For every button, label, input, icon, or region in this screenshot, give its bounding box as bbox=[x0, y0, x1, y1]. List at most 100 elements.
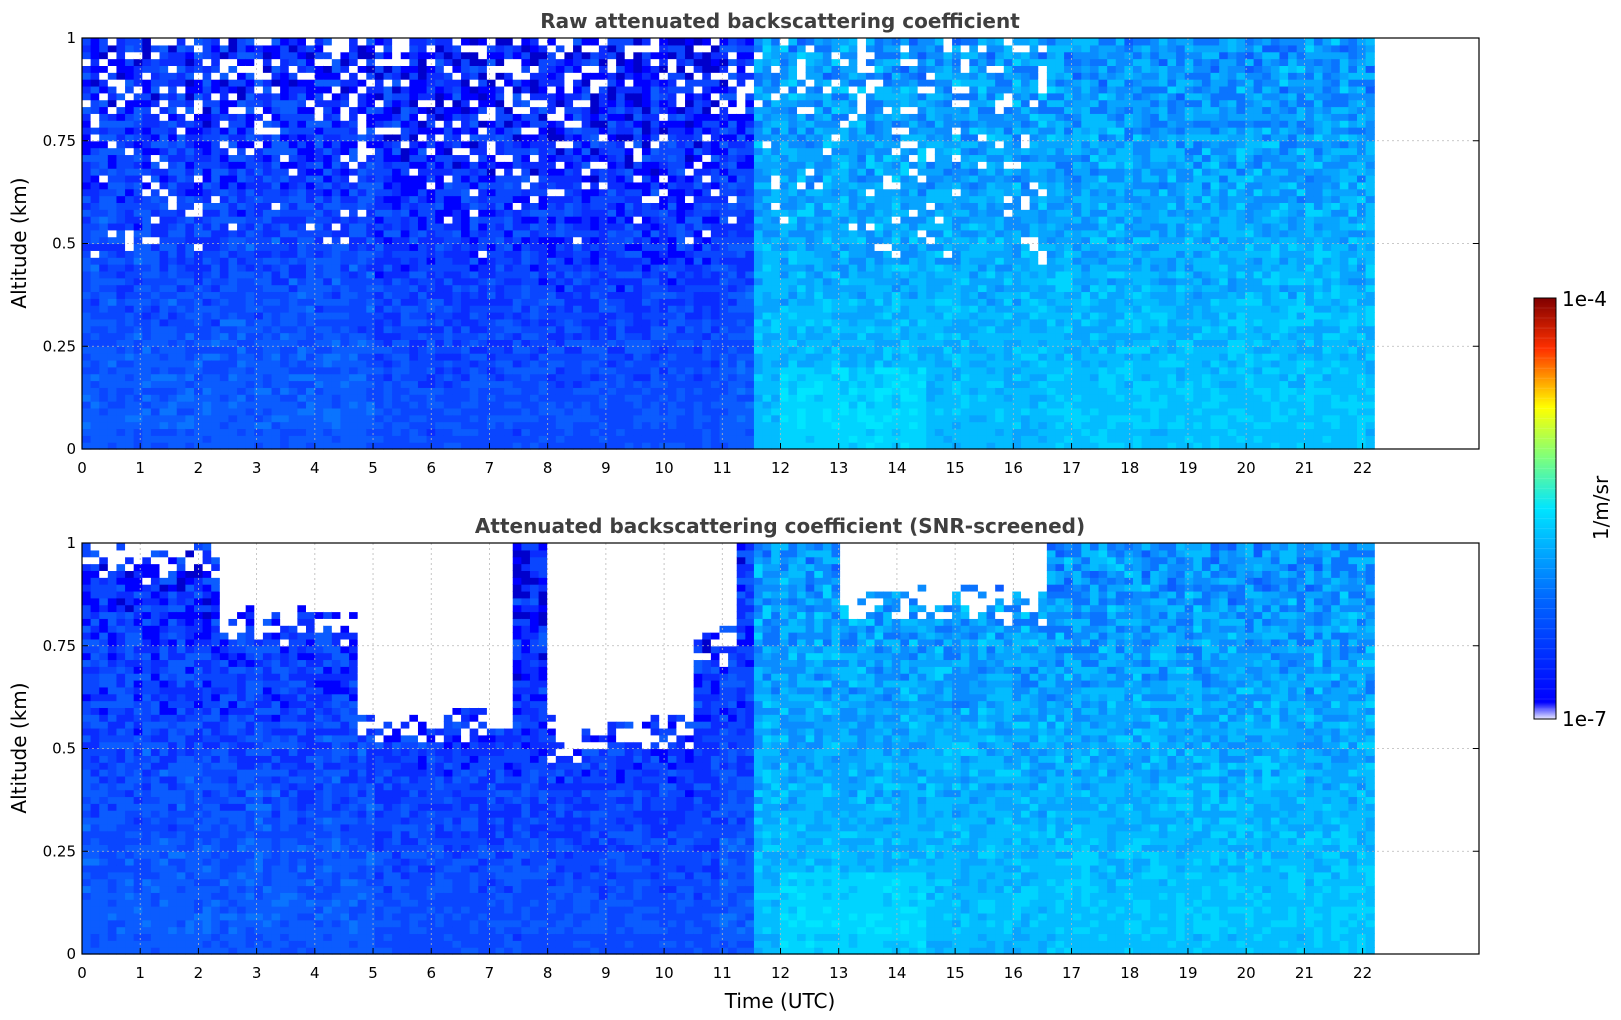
heatmap-cell bbox=[202, 414, 212, 423]
heatmap-cell bbox=[478, 339, 488, 347]
heatmap-cell bbox=[452, 85, 462, 94]
heatmap-cell bbox=[82, 51, 92, 60]
heatmap-cell bbox=[667, 325, 678, 334]
heatmap-cell bbox=[728, 72, 738, 80]
heatmap-cell bbox=[676, 175, 686, 183]
heatmap-cell bbox=[573, 175, 583, 183]
heatmap-cell bbox=[142, 202, 152, 210]
heatmap-cell bbox=[357, 236, 367, 245]
heatmap-cell bbox=[693, 284, 703, 293]
heatmap-cell bbox=[633, 270, 643, 279]
heatmap-cell bbox=[702, 257, 712, 265]
heatmap-cell bbox=[693, 181, 703, 190]
heatmap-cell bbox=[555, 44, 566, 53]
heatmap-cell bbox=[710, 421, 721, 430]
heatmap-cell bbox=[159, 229, 169, 238]
heatmap-cell bbox=[262, 58, 273, 66]
heatmap-cell bbox=[486, 140, 497, 149]
heatmap-cell bbox=[702, 120, 712, 128]
heatmap-cell bbox=[659, 394, 669, 402]
heatmap-cell bbox=[90, 394, 100, 402]
heatmap-cell bbox=[616, 243, 626, 251]
heatmap-cell bbox=[486, 318, 497, 327]
heatmap-cell bbox=[469, 332, 479, 340]
heatmap-cell bbox=[702, 181, 712, 190]
heatmap-cell bbox=[99, 312, 109, 320]
heatmap-cell bbox=[529, 325, 540, 334]
heatmap-cell bbox=[564, 99, 574, 108]
heatmap-cell bbox=[762, 312, 772, 320]
heatmap-cell bbox=[314, 298, 324, 306]
heatmap-cell bbox=[771, 79, 781, 87]
heatmap-cell bbox=[400, 181, 410, 190]
heatmap-cell bbox=[133, 305, 143, 313]
heatmap-cell bbox=[461, 257, 471, 265]
heatmap-cell bbox=[581, 140, 591, 149]
heatmap-cell bbox=[185, 325, 195, 334]
heatmap-cell bbox=[676, 161, 686, 169]
heatmap-cell bbox=[564, 51, 574, 60]
heatmap-cell bbox=[598, 216, 609, 224]
heatmap-cell bbox=[728, 387, 738, 395]
heatmap-cell bbox=[504, 257, 514, 265]
heatmap-cell bbox=[435, 353, 445, 361]
heatmap-cell bbox=[685, 407, 695, 416]
heatmap-cell bbox=[547, 85, 557, 94]
heatmap-cell bbox=[90, 202, 100, 210]
heatmap-cell bbox=[159, 421, 169, 430]
heatmap-cell bbox=[90, 222, 100, 231]
heatmap-cell bbox=[495, 188, 505, 197]
heatmap-cell bbox=[340, 394, 350, 402]
heatmap-cell bbox=[237, 435, 247, 443]
heatmap-cell bbox=[478, 85, 488, 94]
heatmap-cell bbox=[495, 51, 505, 60]
heatmap-cell bbox=[323, 394, 333, 402]
heatmap-cell bbox=[495, 305, 505, 313]
heatmap-cell bbox=[745, 106, 755, 114]
heatmap-cell bbox=[262, 366, 273, 375]
heatmap-cell bbox=[659, 133, 669, 142]
heatmap-cell bbox=[435, 435, 445, 443]
heatmap-cell bbox=[202, 305, 212, 313]
heatmap-cell bbox=[228, 51, 238, 60]
heatmap-cell bbox=[219, 284, 230, 293]
heatmap-cell bbox=[581, 106, 591, 114]
heatmap-cell bbox=[590, 44, 600, 53]
heatmap-cell bbox=[392, 44, 402, 53]
heatmap-cell bbox=[417, 428, 428, 436]
heatmap-cell bbox=[598, 332, 609, 340]
heatmap-cell bbox=[426, 257, 436, 265]
heatmap-cell bbox=[340, 442, 350, 450]
heatmap-cell bbox=[90, 236, 100, 245]
heatmap-cell bbox=[547, 407, 557, 416]
heatmap-cell bbox=[529, 401, 540, 409]
heatmap-cell bbox=[107, 277, 118, 286]
heatmap-cell bbox=[581, 435, 591, 443]
heatmap-cell bbox=[288, 133, 298, 142]
heatmap-cell bbox=[521, 38, 531, 46]
heatmap-cell bbox=[262, 140, 273, 149]
heatmap-cell bbox=[650, 353, 660, 361]
heatmap-cell bbox=[133, 106, 143, 114]
heatmap-cell bbox=[323, 421, 333, 430]
heatmap-cell bbox=[349, 353, 359, 361]
heatmap-cell bbox=[710, 147, 721, 156]
heatmap-cell bbox=[142, 407, 152, 416]
heatmap-cell bbox=[710, 168, 721, 176]
heatmap-cell bbox=[280, 243, 290, 251]
heatmap-cell bbox=[374, 72, 385, 80]
heatmap-cell bbox=[590, 168, 600, 176]
heatmap-cell bbox=[624, 264, 634, 272]
heatmap-cell bbox=[211, 305, 221, 313]
heatmap-cell bbox=[486, 44, 497, 53]
heatmap-cell bbox=[280, 113, 290, 121]
heatmap-cell bbox=[133, 435, 143, 443]
heatmap-cell bbox=[495, 346, 505, 354]
heatmap-cell bbox=[581, 264, 591, 272]
heatmap-cell bbox=[245, 175, 255, 183]
heatmap-cell bbox=[624, 270, 634, 279]
heatmap-cell bbox=[340, 168, 350, 176]
heatmap-cell bbox=[564, 209, 574, 217]
heatmap-cell bbox=[564, 366, 574, 375]
